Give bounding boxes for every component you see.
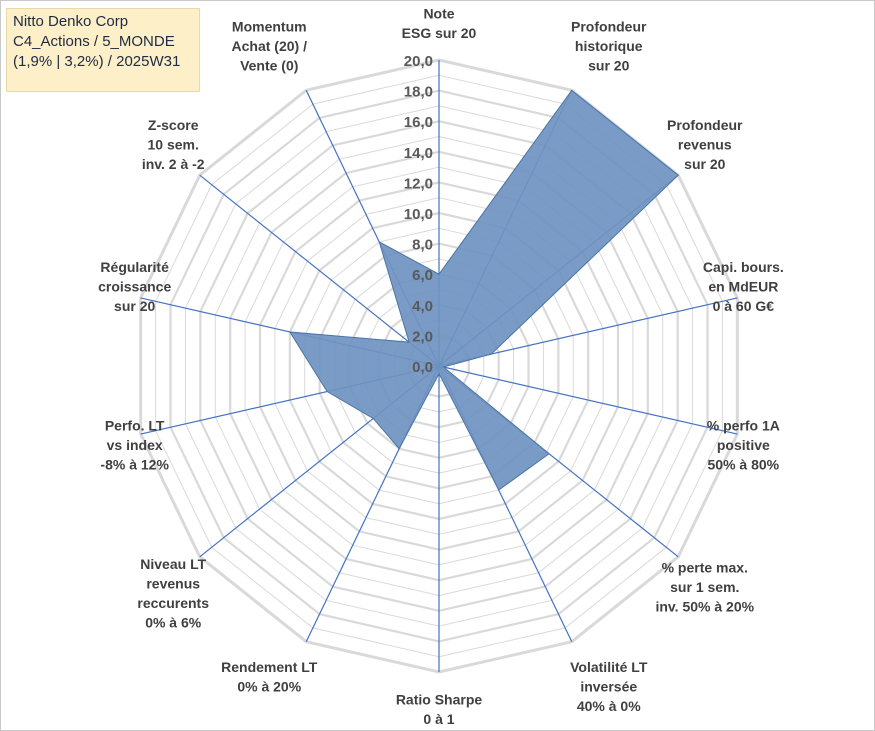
- axis-label-line: Perfo. LT: [105, 417, 165, 433]
- axis-label: Perfo. LT vs index -8% à 12%: [100, 417, 169, 472]
- axis-label: Volatilité LT inversée 40% à 0%: [570, 659, 648, 714]
- axis-label-line: Note: [423, 6, 454, 22]
- tick-label: 6,0: [412, 267, 433, 284]
- axis-label-line: Profondeur: [571, 18, 647, 34]
- axis-label-line: inv. 2 à -2: [142, 156, 205, 172]
- axis-labels: Note ESG sur 20 Profondeur historique sur 20…: [98, 6, 784, 728]
- info-box: Nitto Denko Corp C4_Actions / 5_MONDE (1…: [6, 8, 200, 92]
- axis-label-line: positive: [717, 437, 770, 453]
- axis-label: % perfo 1A positive 50% à 80%: [707, 417, 780, 472]
- axis-label-line: sur 20: [588, 57, 629, 73]
- axis-label-line: 0% à 6%: [145, 615, 202, 631]
- axis-label-line: 50% à 80%: [708, 456, 780, 472]
- axis-label-line: croissance: [98, 279, 171, 295]
- axis-label: Capi. bours. en MdEUR 0 à 60 G€: [703, 259, 784, 314]
- radial-tick-labels: 0,0 2,0 4,0 6,0 8,0 10,0 12,0 14,0 16,0 18,0 20,0: [404, 53, 433, 376]
- axis-label-line: sur 1 sem.: [670, 579, 739, 595]
- axis-label: Régularité croissance sur 20: [98, 259, 171, 314]
- axis-label-line: sur 20: [684, 156, 725, 172]
- axis-label-line: % perte max.: [662, 560, 748, 576]
- axis-label-line: Profondeur: [667, 117, 743, 133]
- info-company: Nitto Denko Corp: [13, 13, 129, 30]
- axis-label-line: Vente (0): [240, 57, 298, 73]
- axis-label-line: Niveau LT: [140, 556, 206, 572]
- axis-label: Ratio Sharpe 0 à 1: [396, 692, 483, 728]
- axis-spoke: [438, 365, 738, 435]
- tick-label: 2,0: [412, 328, 433, 345]
- info-category: C4_Actions / 5_MONDE: [13, 33, 175, 50]
- info-period: (1,9% | 3,2%) / 2025W31: [13, 53, 181, 70]
- tick-label: 4,0: [412, 298, 433, 315]
- axis-spoke: [199, 174, 440, 367]
- axis-label: Niveau LT revenus reccurents 0% à 6%: [137, 556, 209, 631]
- axis-label-line: inversée: [580, 679, 637, 695]
- tick-label: 14,0: [404, 145, 433, 162]
- axis-label-line: % perfo 1A: [707, 417, 780, 433]
- axis-label-line: historique: [575, 38, 643, 54]
- axis-label-line: Momentum: [232, 18, 307, 34]
- axis-label-line: reccurents: [137, 595, 209, 611]
- axis-label-line: 0% à 20%: [237, 679, 301, 695]
- axis-label-line: sur 20: [114, 298, 155, 314]
- axis-label-line: Rendement LT: [221, 659, 318, 675]
- axis-label-line: Volatilité LT: [570, 659, 648, 675]
- axis-label-line: -8% à 12%: [100, 456, 169, 472]
- tick-label: 18,0: [404, 84, 433, 101]
- tick-label: 8,0: [412, 237, 433, 254]
- axis-label-line: Capi. bours.: [703, 259, 784, 275]
- series-area: [288, 89, 679, 491]
- axis-label-line: revenus: [678, 136, 732, 152]
- tick-label: 10,0: [404, 206, 433, 223]
- tick-label: 20,0: [404, 53, 433, 70]
- tick-label: 12,0: [404, 175, 433, 192]
- axis-label-line: 40% à 0%: [577, 698, 641, 714]
- axis-label-line: en MdEUR: [708, 279, 778, 295]
- axis-label: Profondeur revenus sur 20: [667, 117, 743, 172]
- axis-label: Z-score 10 sem. inv. 2 à -2: [142, 117, 205, 172]
- radar-series: [288, 89, 679, 491]
- tick-label: 16,0: [404, 114, 433, 131]
- axis-label: % perte max. sur 1 sem. inv. 50% à 20%: [655, 560, 754, 615]
- axis-label-line: 10 sem.: [148, 136, 199, 152]
- axis-label-line: ESG sur 20: [402, 25, 477, 41]
- axis-label-line: inv. 50% à 20%: [655, 599, 754, 615]
- axis-label-line: Régularité: [100, 259, 169, 275]
- axis-label: Note ESG sur 20: [402, 6, 477, 42]
- axis-label-line: 0 à 1: [423, 711, 454, 727]
- axis-label: Momentum Achat (20) / Vente (0): [232, 18, 308, 73]
- axis-label-line: Achat (20) /: [232, 38, 308, 54]
- axis-label-line: Z-score: [148, 117, 199, 133]
- tick-label: 0,0: [412, 359, 433, 376]
- axis-label-line: revenus: [146, 576, 200, 592]
- axis-label-line: 0 à 60 G€: [713, 298, 775, 314]
- axis-label-line: Ratio Sharpe: [396, 692, 483, 708]
- axis-label: Rendement LT 0% à 20%: [221, 659, 318, 695]
- axis-label-line: vs index: [107, 437, 163, 453]
- axis-label: Profondeur historique sur 20: [571, 18, 647, 73]
